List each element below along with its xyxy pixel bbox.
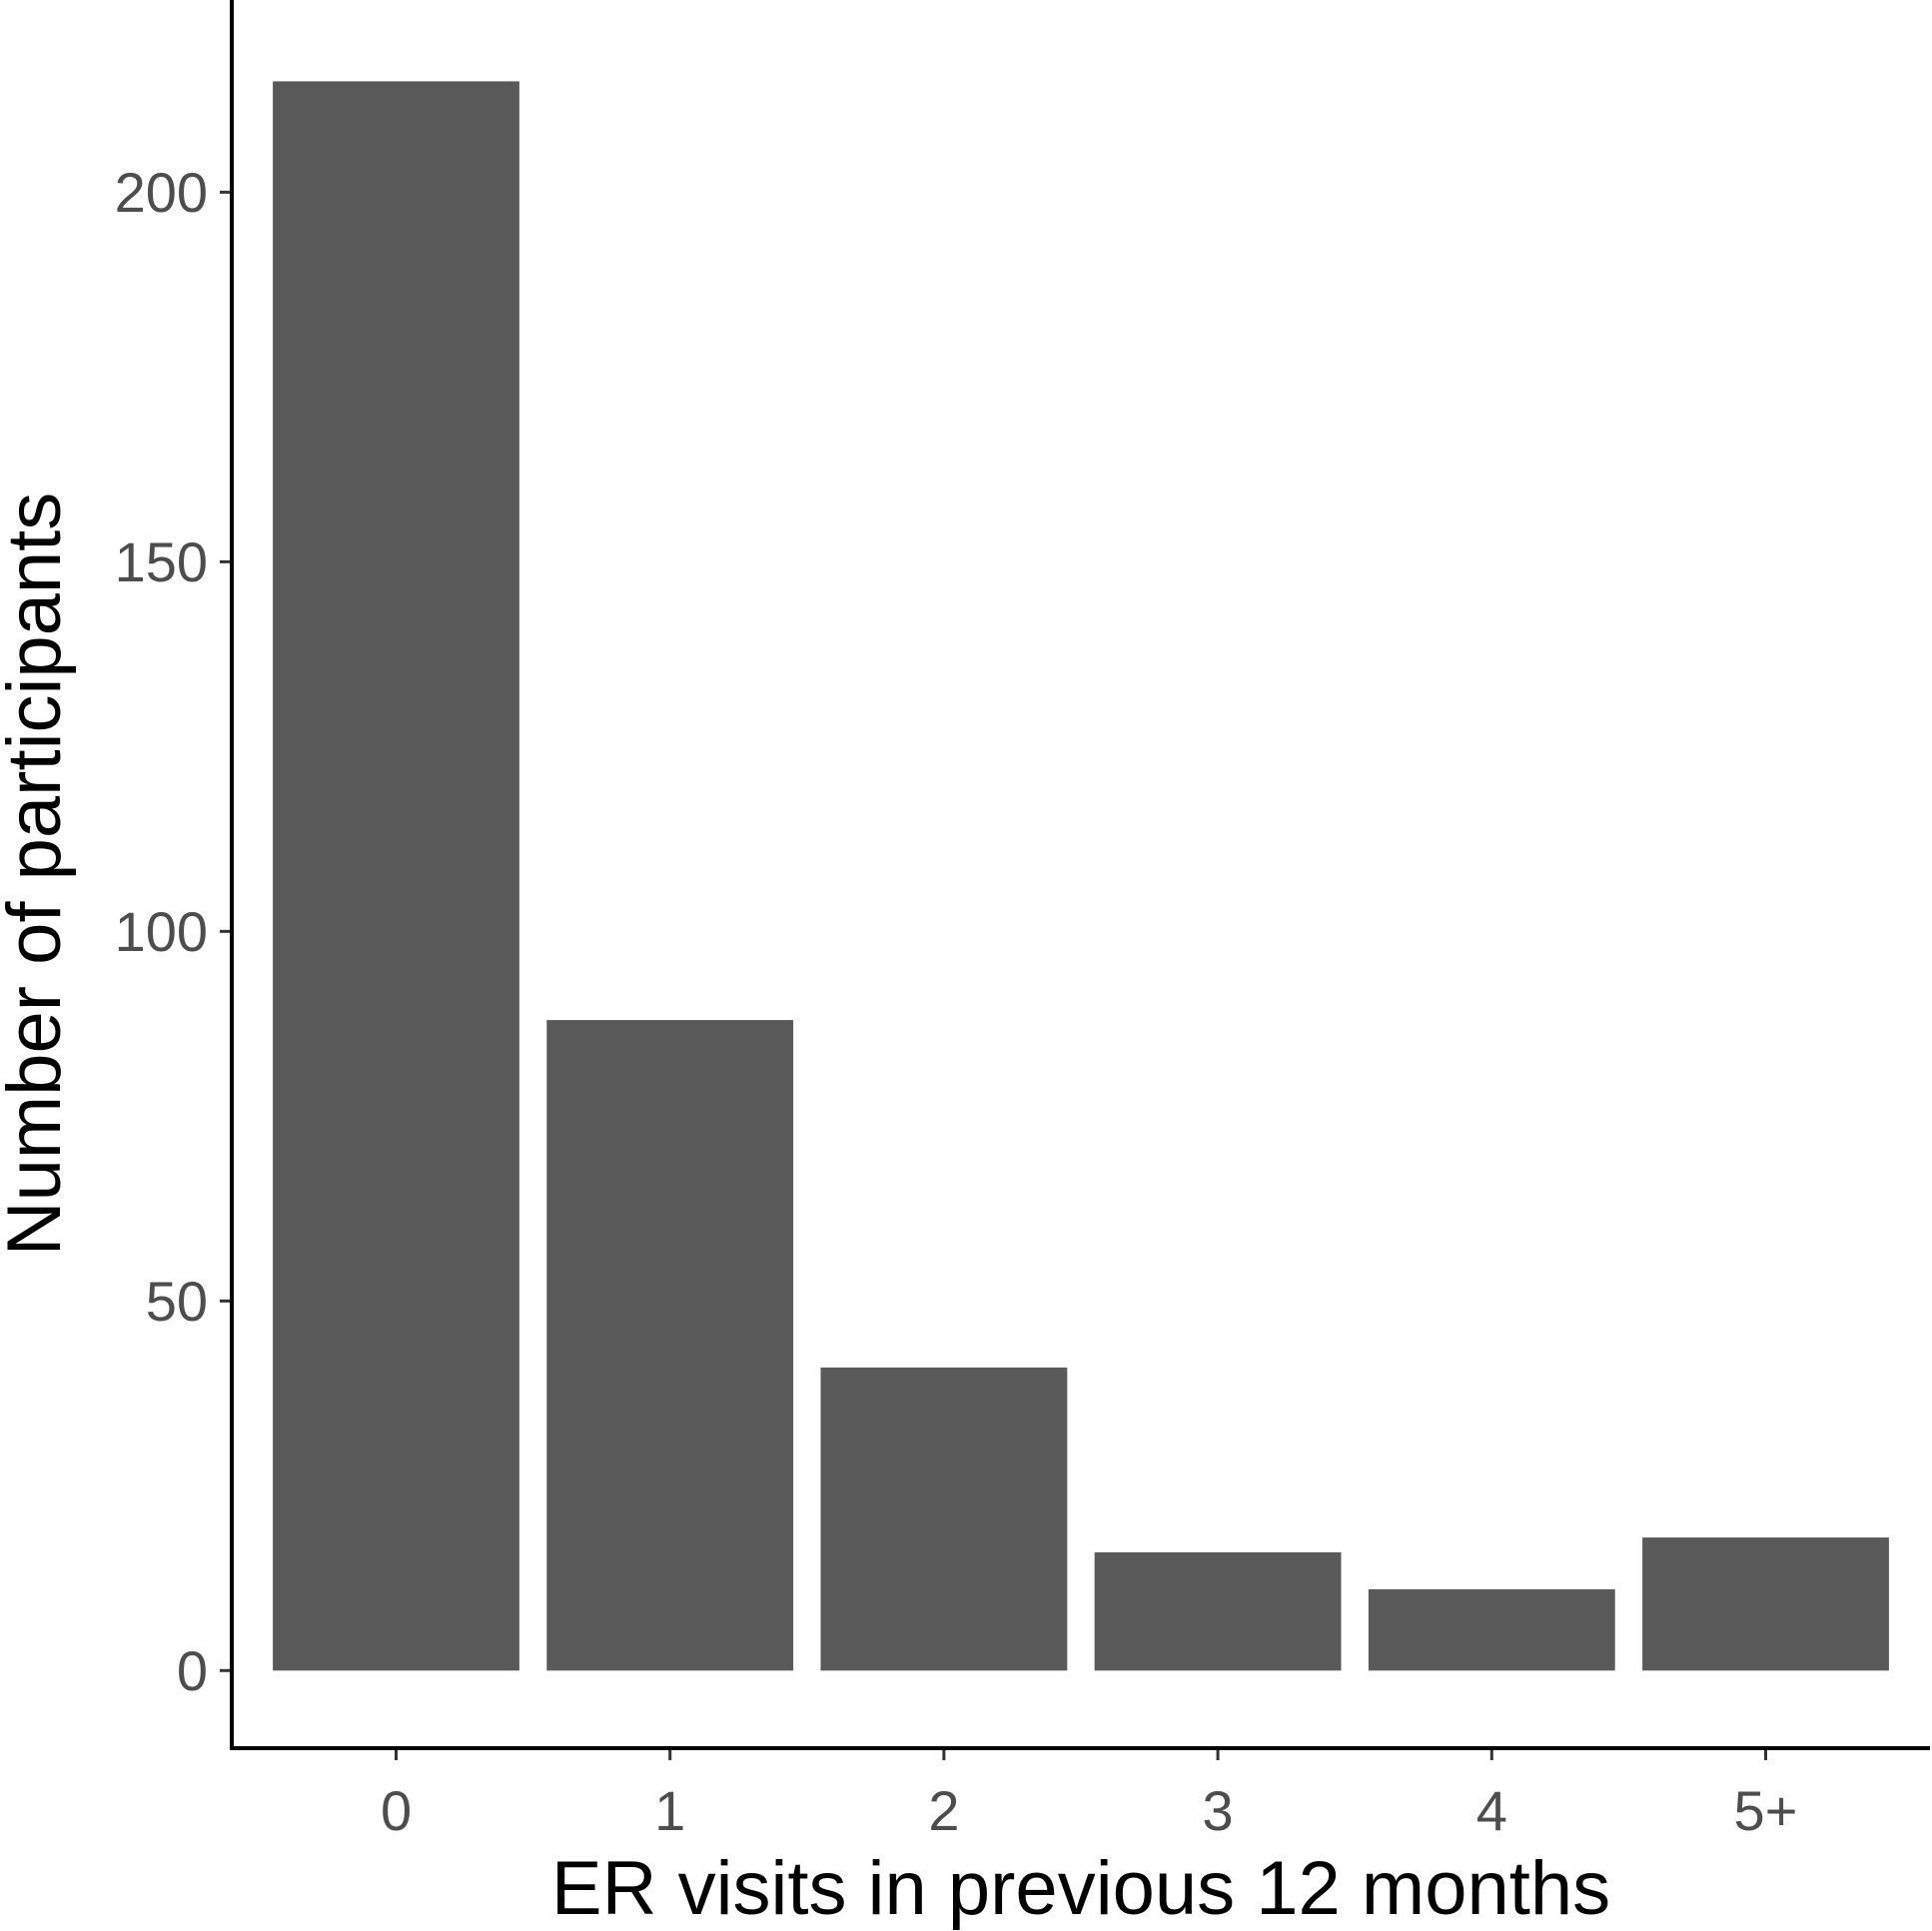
x-tick-label: 2 xyxy=(928,1779,959,1842)
y-tick-label: 0 xyxy=(177,1639,208,1702)
x-tick-label: 0 xyxy=(381,1779,412,1842)
y-axis-title: Number of participants xyxy=(0,492,77,1257)
bars-group xyxy=(273,81,1889,1671)
y-tick-label: 50 xyxy=(146,1270,208,1333)
x-tick-label: 4 xyxy=(1476,1779,1507,1842)
y-tick-label: 100 xyxy=(115,900,208,963)
x-axis-ticks: 0 1 2 3 4 5+ xyxy=(381,1748,1797,1842)
y-tick-label: 200 xyxy=(115,161,208,224)
x-tick-label: 1 xyxy=(654,1779,685,1842)
x-tick-label: 3 xyxy=(1203,1779,1234,1842)
bar-3 xyxy=(1094,1551,1342,1671)
bar-4 xyxy=(1368,1588,1615,1671)
bar-5+ xyxy=(1642,1537,1889,1671)
bar-2 xyxy=(820,1367,1068,1671)
bar-0 xyxy=(273,81,519,1671)
x-axis-title: ER visits in previous 12 months xyxy=(551,1846,1610,1931)
y-tick-label: 150 xyxy=(115,530,208,593)
bar-1 xyxy=(546,1020,794,1671)
y-axis-ticks: 0 50 100 150 200 xyxy=(115,161,232,1702)
x-tick-label: 5+ xyxy=(1734,1779,1798,1842)
